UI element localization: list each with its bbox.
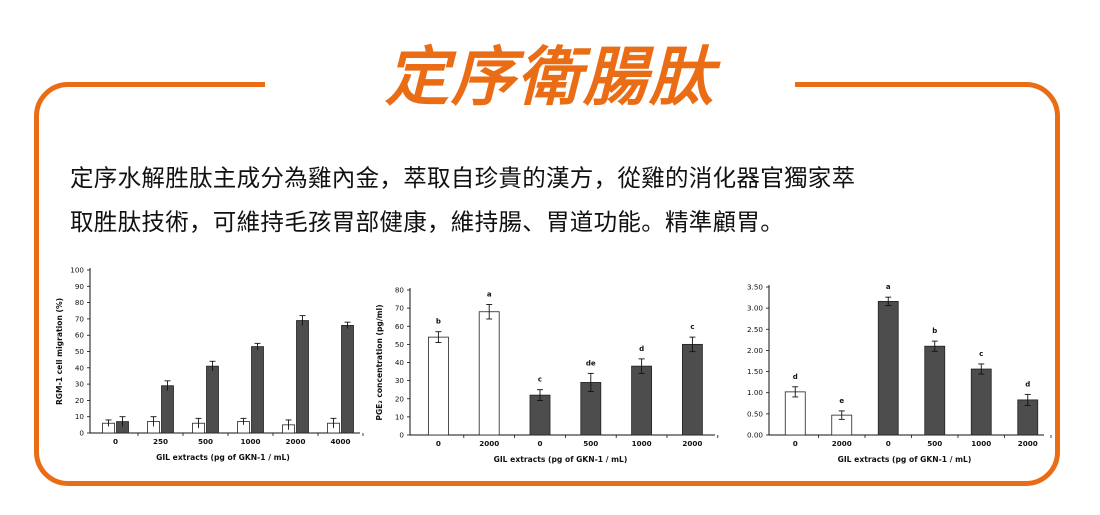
- y-tick-label: 60: [75, 331, 85, 340]
- y-tick-label: 40: [75, 363, 85, 372]
- bar: [970, 368, 992, 436]
- significance-letter: d: [639, 345, 644, 353]
- significance-letter: c: [979, 350, 983, 358]
- x-tick-label: 0: [436, 439, 441, 448]
- x-tick-label: 0: [886, 439, 891, 448]
- title-backdrop: [265, 40, 795, 130]
- x-tick-label: 2000: [285, 437, 305, 446]
- x-tick-label: 500: [198, 437, 213, 446]
- x-tick-label: 1000: [632, 439, 652, 448]
- bar: [681, 343, 703, 436]
- significance-letter: a: [487, 291, 492, 299]
- y-tick-label: 0.00: [747, 431, 763, 440]
- x-tick-label: 2000: [682, 439, 702, 448]
- x-tick-label: 250: [153, 437, 168, 446]
- significance-letter: b: [932, 327, 937, 335]
- x-tick-label: 500: [927, 439, 942, 448]
- y-tick-label: 50: [75, 347, 85, 356]
- bar: [784, 391, 806, 436]
- description-line-2: 取胜肽技術，可維持毛孩胃部健康，維持腸、胃道功能。精準顧胃。: [70, 208, 784, 236]
- bar: [428, 336, 449, 436]
- x-axis-label: GIL extracts (pg of GKN-1 / mL): [494, 455, 628, 464]
- y-tick-label: 90: [75, 282, 85, 291]
- significance-letter: d: [1025, 380, 1030, 388]
- x-tick-label: 1000: [240, 437, 260, 446]
- y-tick-label: 30: [395, 376, 405, 385]
- bar: [631, 365, 653, 436]
- y-tick-label: 0.50: [747, 409, 763, 418]
- y-tick-label: 2.00: [747, 346, 763, 355]
- product-description: 定序水解胜肽主成分為雞內金，萃取自珍貴的漢方，從雞的消化器官獨家萃 取胜肽技術，…: [70, 156, 1050, 244]
- x-tick-label: 500: [583, 439, 598, 448]
- y-tick-label: 20: [395, 394, 405, 403]
- y-tick-label: 30: [75, 380, 85, 389]
- y-axis-label: RGM-1 cell migration (%): [55, 298, 64, 405]
- y-tick-label: 60: [395, 322, 405, 331]
- x-tick-label: 0: [537, 439, 542, 448]
- bar: [924, 345, 946, 436]
- y-tick-label: 0: [79, 429, 84, 438]
- x-tick-label: 0: [793, 439, 798, 448]
- significance-letter: c: [690, 323, 694, 331]
- x-tick-label: 2000: [832, 439, 852, 448]
- y-tick-label: 0: [399, 431, 404, 440]
- bar: [341, 325, 354, 434]
- x-tick-label: 2000: [479, 439, 499, 448]
- chart-pge2-concentration: 0 10 20 30 40 50 60 70 80 b 0 a 2000 c 0 de 500 d 1000 c 200…: [375, 286, 719, 464]
- x-axis-label: GIL extracts (pg of GKN-1 / mL): [838, 455, 972, 464]
- significance-letter: a: [886, 283, 891, 291]
- bar: [877, 300, 899, 436]
- bar: [529, 394, 551, 436]
- y-axis-label: PGE₂ concentration (pg/ml): [375, 304, 384, 420]
- y-tick-label: 3.50: [747, 283, 763, 292]
- y-tick-label: 1.50: [747, 367, 763, 376]
- x-tick-label: 1000: [971, 439, 991, 448]
- y-tick-label: 40: [395, 358, 405, 367]
- y-tick-label: 80: [395, 286, 405, 295]
- page-title: 定序衛腸肽: [385, 41, 715, 115]
- y-tick-label: 70: [395, 304, 405, 313]
- x-axis-label: GIL extracts (pg of GKN-1 / mL): [156, 453, 290, 462]
- chart-third-assay: 0.00 0.50 1.00 1.50 2.00 2.50 3.00 3.50 d 0 e 2000 a…: [747, 283, 1052, 464]
- y-tick-label: 3.00: [747, 304, 763, 313]
- bar: [161, 385, 174, 434]
- y-tick-label: 50: [395, 340, 405, 349]
- x-tick-label: 2000: [1018, 439, 1038, 448]
- significance-letter: b: [436, 318, 441, 326]
- bar: [206, 365, 219, 434]
- x-tick-label: 0: [113, 437, 118, 446]
- significance-letter: c: [538, 376, 542, 384]
- bar: [251, 346, 264, 434]
- y-tick-label: 20: [75, 396, 85, 405]
- significance-letter: de: [586, 359, 596, 367]
- y-tick-label: 80: [75, 298, 85, 307]
- bar: [296, 320, 309, 434]
- y-tick-label: 10: [395, 412, 405, 421]
- significance-letter: d: [793, 373, 798, 381]
- bar: [478, 311, 500, 436]
- y-tick-label: 70: [75, 314, 85, 323]
- x-tick-label: 4000: [330, 437, 350, 446]
- y-tick-label: 2.50: [747, 325, 763, 334]
- y-tick-label: 100: [70, 266, 84, 275]
- description-line-1: 定序水解胜肽主成分為雞內金，萃取自珍貴的漢方，從雞的消化器官獨家萃: [70, 164, 856, 192]
- y-tick-label: 10: [75, 412, 85, 421]
- significance-letter: e: [839, 397, 844, 405]
- y-tick-label: 1.00: [747, 388, 763, 397]
